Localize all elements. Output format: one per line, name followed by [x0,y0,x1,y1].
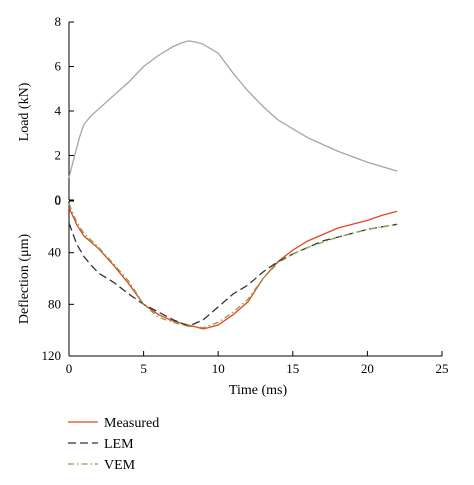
load-y-tick-label: 6 [55,59,62,74]
load-series-line [68,40,398,178]
load-panel: 0 2 4 6 8 [55,14,398,207]
x-axis-label: Time (ms) [229,383,288,398]
series-line-lem [68,222,398,328]
x-tick-label: 0 [66,361,73,376]
deflection-y-tick-label: 80 [48,296,61,311]
x-axis: 0 5 10 15 20 25 [66,351,449,376]
load-y-tick-label: 2 [55,148,62,163]
deflection-y-tick-label: 40 [48,245,61,260]
deflection-axis-label: Deflection (μm) [17,234,32,325]
load-axis-label: Load (kN) [17,82,32,141]
series-line-measured [68,207,398,330]
load-y-tick-label: 8 [55,14,62,29]
deflection-y-tick-label: 120 [42,348,62,363]
deflection-y-tick-label: 0 [55,193,62,208]
load-y-tick-label: 0 [55,192,62,207]
x-tick-label: 20 [361,361,374,376]
legend-label-vem: VEM [104,458,136,473]
load-y-tick-label: 4 [55,103,62,118]
x-tick-label: 10 [212,361,225,376]
x-tick-label: 5 [140,361,147,376]
legend-label-lem: LEM [104,437,134,452]
series-line-vem [68,203,398,329]
deflection-panel: 0 40 80 120 [42,193,398,363]
legend: Measured LEM VEM [68,416,159,473]
x-tick-label: 25 [436,361,449,376]
legend-label-measured: Measured [104,416,159,431]
x-tick-label: 15 [286,361,299,376]
